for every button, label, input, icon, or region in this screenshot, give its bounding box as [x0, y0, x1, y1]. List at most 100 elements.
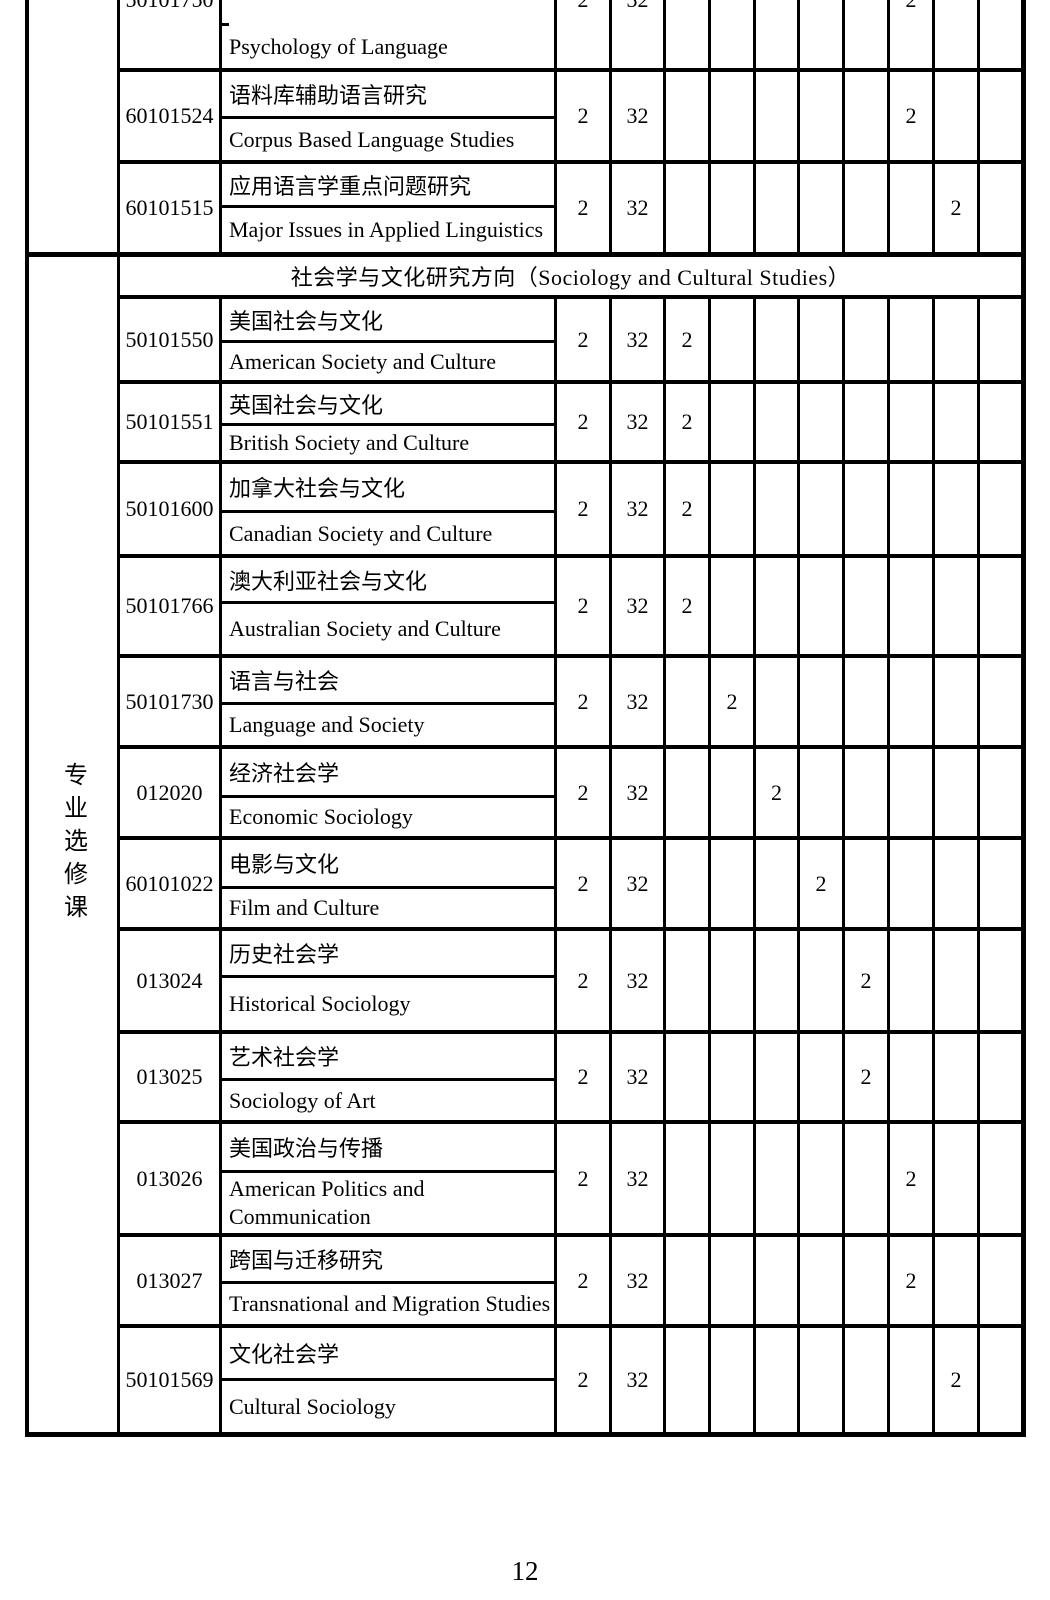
semester-6-cell	[890, 299, 935, 380]
course-name-english: Economic Sociology	[229, 804, 413, 829]
semester-6-cell	[890, 658, 935, 745]
semester-7-cell	[935, 0, 980, 68]
semester-7-cell	[935, 464, 980, 554]
semester-8-cell	[980, 1034, 1021, 1120]
semester-4-cell	[800, 384, 845, 460]
course-name-cell: 电影与文化 Film and Culture	[222, 840, 557, 927]
hours-value: 32	[626, 1367, 649, 1392]
semester-7-cell	[935, 658, 980, 745]
semester-5-cell	[845, 840, 890, 927]
semester-5-cell	[845, 464, 890, 554]
course-name-english: Language and Society	[229, 712, 425, 737]
course-name-english: American Society and Culture	[229, 348, 496, 374]
semester-5-cell	[845, 749, 890, 836]
semester-4-cell	[800, 749, 845, 836]
credits-cell: 2	[557, 840, 612, 927]
page-number: 12	[511, 1556, 539, 1586]
course-code-cell: 013025	[120, 1034, 222, 1120]
semester-2-cell	[711, 1124, 756, 1233]
semester-5-cell	[845, 164, 890, 252]
course-name-english: Sociology of Art	[229, 1087, 376, 1113]
semester-8-cell	[980, 1237, 1021, 1324]
course-code: 50101569	[125, 1367, 214, 1392]
semester-4-cell	[800, 1237, 845, 1324]
semester-3-cell	[756, 384, 800, 460]
credits-cell: 2	[557, 464, 612, 554]
credits-cell: 2	[557, 931, 612, 1030]
semester-7-cell	[935, 840, 980, 927]
semester-1-cell	[666, 1237, 711, 1324]
course-name-english: Film and Culture	[229, 895, 380, 920]
semester-4-cell	[800, 931, 845, 1030]
semester-1-cell	[666, 931, 711, 1030]
hours-value: 32	[626, 195, 649, 220]
semester-4-cell	[800, 1124, 845, 1233]
semester-3-cell	[756, 840, 800, 927]
hours-cell: 32	[612, 384, 666, 460]
course-code: 50101600	[125, 496, 214, 521]
semester-2-cell	[711, 384, 756, 460]
semester-1-cell	[666, 164, 711, 252]
course-name-cell: 文化社会学 Cultural Sociology	[222, 1328, 557, 1432]
semester-6-cell	[890, 384, 935, 460]
hours-value: 32	[626, 1064, 649, 1089]
semester-3-cell	[756, 1124, 800, 1233]
semester-8-cell	[980, 658, 1021, 745]
semester-7-cell	[935, 1237, 980, 1324]
credits-cell: 2	[557, 1328, 612, 1432]
semester-2-cell	[711, 749, 756, 836]
semester-3-cell	[756, 1034, 800, 1120]
semester-3-hours-value: 2	[771, 779, 782, 805]
semester-1-cell: 2	[666, 558, 711, 654]
course-row: 50101600 加拿大社会与文化 Canadian Society and Cul…	[117, 464, 1021, 558]
section-header-row: 社会学与文化研究方向（Sociology and Cultural Studie…	[117, 257, 1021, 299]
semester-1-cell	[666, 72, 711, 160]
credits-value: 2	[578, 0, 589, 12]
credits-cell: 2	[557, 749, 612, 836]
hours-value: 32	[626, 967, 649, 993]
semester-3-cell	[756, 1328, 800, 1432]
section-header-text: 社会学与文化研究方向（Sociology and Cultural Studie…	[290, 265, 851, 290]
semester-3-cell	[756, 0, 800, 68]
credits-value: 2	[577, 967, 589, 993]
semester-4-cell	[800, 658, 845, 745]
semester-2-cell	[711, 1237, 756, 1324]
semester-2-cell	[711, 0, 756, 68]
semester-5-cell	[845, 558, 890, 654]
semester-1-cell	[666, 749, 711, 836]
course-code-cell: 013027	[120, 1237, 222, 1324]
semester-1-cell	[666, 658, 711, 745]
course-code: 50101730	[125, 688, 214, 714]
semester-5-hours-value: 2	[860, 1064, 872, 1089]
course-row: 013025 艺术社会学 Sociology of Art 2 32 2	[117, 1034, 1021, 1124]
credits-value: 2	[577, 326, 589, 352]
course-code: 50101550	[125, 326, 214, 352]
course-code: 50101766	[125, 593, 214, 618]
semester-2-cell: 2	[711, 658, 756, 745]
semester-3-cell	[756, 164, 800, 252]
semester-3-cell	[756, 299, 800, 380]
semester-5-cell: 2	[845, 1034, 890, 1120]
course-code-cell: 013026	[120, 1124, 222, 1233]
course-name-cell: 美国政治与传播 American Politics and Communicati…	[222, 1124, 557, 1233]
hours-value: 32	[626, 1267, 649, 1293]
course-row: 50101569 文化社会学 Cultural Sociology 2 32 2	[117, 1328, 1021, 1432]
hours-cell: 32	[612, 931, 666, 1030]
table-bottom-border	[25, 1432, 1026, 1437]
hours-cell: 32	[612, 840, 666, 927]
course-code-cell: 50101600	[120, 464, 222, 554]
course-name-cell: 艺术社会学 Sociology of Art	[222, 1034, 557, 1120]
course-name-chinese: 电影与文化	[222, 840, 554, 889]
course-code-cell: 60101022	[120, 840, 222, 927]
semester-5-cell	[845, 0, 890, 68]
semester-8-cell	[980, 384, 1021, 460]
hours-value: 32	[626, 409, 649, 434]
semester-5-cell: 2	[845, 931, 890, 1030]
course-name-cell: 跨国与迁移研究 Transnational and Migration Studi…	[222, 1237, 557, 1324]
hours-cell: 32	[612, 658, 666, 745]
credits-value: 2	[577, 496, 589, 521]
course-code-cell: 012020	[120, 749, 222, 836]
semester-7-cell	[935, 558, 980, 654]
course-code: 013025	[136, 1064, 203, 1089]
semester-4-cell	[800, 164, 845, 252]
